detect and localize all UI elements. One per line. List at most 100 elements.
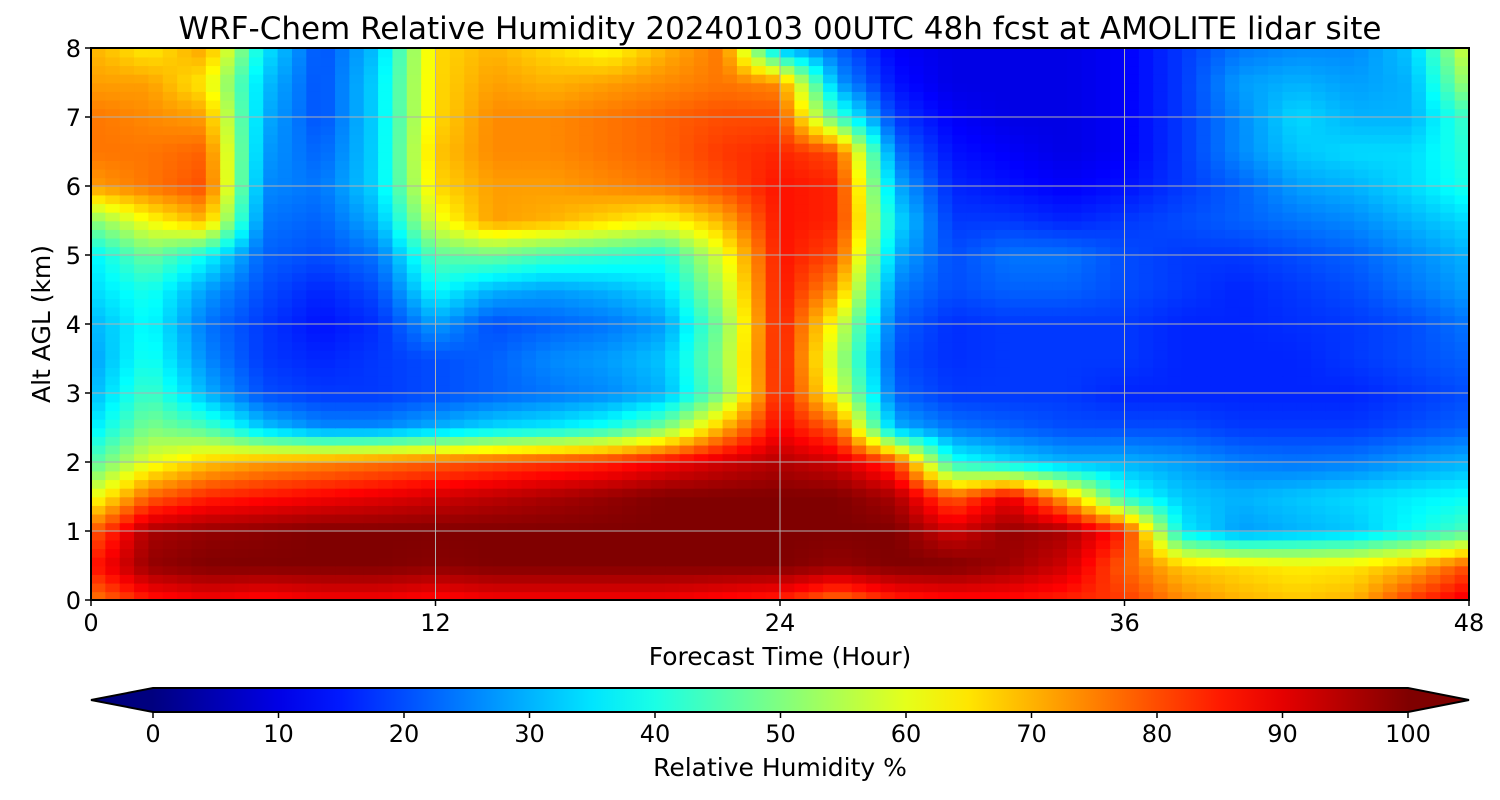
heatmap-cell xyxy=(378,358,394,368)
heatmap-cell xyxy=(593,401,609,412)
heatmap-cell xyxy=(335,487,351,498)
heatmap-cell xyxy=(248,255,265,265)
heatmap-cell xyxy=(607,280,623,291)
heatmap-cell xyxy=(1454,151,1469,161)
heatmap-cell xyxy=(564,203,580,213)
heatmap-cell xyxy=(1067,393,1083,403)
heatmap-cell xyxy=(1181,324,1198,334)
heatmap-cell xyxy=(1382,427,1399,437)
heatmap-cell xyxy=(220,505,236,515)
heatmap-cell xyxy=(636,160,652,170)
heatmap-cell xyxy=(234,427,250,437)
heatmap-cell xyxy=(823,384,839,394)
heatmap-cell xyxy=(579,479,595,489)
heatmap-cell xyxy=(248,470,265,481)
heatmap-cell xyxy=(1124,410,1140,420)
heatmap-cell xyxy=(435,410,451,420)
heatmap-cell xyxy=(392,462,408,472)
heatmap-cell xyxy=(392,513,408,524)
heatmap-cell xyxy=(909,341,925,351)
heatmap-cell xyxy=(464,539,480,550)
heatmap-cell xyxy=(464,427,480,437)
heatmap-cell xyxy=(837,229,853,239)
heatmap-cell xyxy=(335,582,351,593)
heatmap-cell xyxy=(291,160,308,170)
heatmap-cell xyxy=(794,306,810,317)
heatmap-cell xyxy=(177,556,193,567)
heatmap-cell xyxy=(1067,496,1083,506)
heatmap-cell xyxy=(1024,375,1040,386)
heatmap-cell xyxy=(1210,186,1226,196)
heatmap-cell xyxy=(751,298,767,308)
heatmap-cell xyxy=(966,436,982,446)
heatmap-cell xyxy=(1153,255,1169,265)
heatmap-cell xyxy=(263,513,279,524)
heatmap-cell xyxy=(1411,349,1427,360)
heatmap-cell xyxy=(535,341,552,351)
heatmap-cell xyxy=(1440,522,1456,532)
heatmap-cell xyxy=(378,186,394,196)
heatmap-cell xyxy=(980,186,997,196)
heatmap-cell xyxy=(1024,531,1040,541)
heatmap-cell xyxy=(937,410,954,420)
heatmap-cell xyxy=(1311,272,1327,282)
heatmap-cell xyxy=(478,341,494,351)
heatmap-cell xyxy=(1196,332,1212,343)
heatmap-cell xyxy=(894,582,910,593)
heatmap-cell xyxy=(162,272,178,282)
heatmap-cell xyxy=(923,194,939,205)
heatmap-cell xyxy=(1354,289,1370,299)
heatmap-cell xyxy=(148,375,164,386)
heatmap-cell xyxy=(636,255,652,265)
heatmap-cell xyxy=(291,565,308,575)
heatmap-cell xyxy=(923,315,939,325)
heatmap-cell xyxy=(1311,427,1327,437)
heatmap-cell xyxy=(894,177,910,187)
heatmap-cell xyxy=(134,194,150,205)
heatmap-cell xyxy=(564,315,580,325)
heatmap-cell xyxy=(1052,410,1068,420)
heatmap-cell xyxy=(1067,341,1083,351)
heatmap-cell xyxy=(1325,393,1341,403)
heatmap-cell xyxy=(1354,177,1370,187)
heatmap-cell xyxy=(335,556,351,567)
heatmap-cell xyxy=(363,220,379,230)
heatmap-cell xyxy=(808,280,824,291)
heatmap-cell xyxy=(622,401,638,412)
heatmap-cell xyxy=(148,548,164,558)
heatmap-cell xyxy=(823,505,839,515)
heatmap-cell xyxy=(866,203,882,213)
heatmap-cell xyxy=(449,255,465,265)
heatmap-cell xyxy=(205,255,221,265)
heatmap-cell xyxy=(91,367,107,377)
heatmap-cell xyxy=(751,367,767,377)
heatmap-cell xyxy=(134,513,150,524)
heatmap-cell xyxy=(1454,487,1469,498)
heatmap-cell xyxy=(1181,591,1198,600)
heatmap-cell xyxy=(1210,565,1226,575)
heatmap-cell xyxy=(1454,427,1469,437)
heatmap-cell xyxy=(1354,280,1370,291)
heatmap-cell xyxy=(435,332,451,343)
heatmap-cell xyxy=(966,574,982,584)
heatmap-cell xyxy=(1153,220,1169,230)
heatmap-cell xyxy=(708,505,724,515)
heatmap-cell xyxy=(177,315,193,325)
heatmap-cell xyxy=(1024,444,1040,455)
heatmap-cell xyxy=(780,565,796,575)
heatmap-cell xyxy=(177,582,193,593)
heatmap-cell xyxy=(105,548,121,558)
heatmap-cell xyxy=(1440,255,1456,265)
heatmap-cell xyxy=(535,522,552,532)
heatmap-cell xyxy=(751,539,767,550)
heatmap-cell xyxy=(708,211,724,222)
heatmap-cell xyxy=(937,539,954,550)
heatmap-cell xyxy=(320,272,336,282)
heatmap-cell xyxy=(1138,280,1154,291)
heatmap-cell xyxy=(794,203,810,213)
heatmap-cell xyxy=(937,298,954,308)
heatmap-cell xyxy=(277,548,293,558)
heatmap-cell xyxy=(148,539,164,550)
heatmap-cell xyxy=(1081,418,1097,429)
